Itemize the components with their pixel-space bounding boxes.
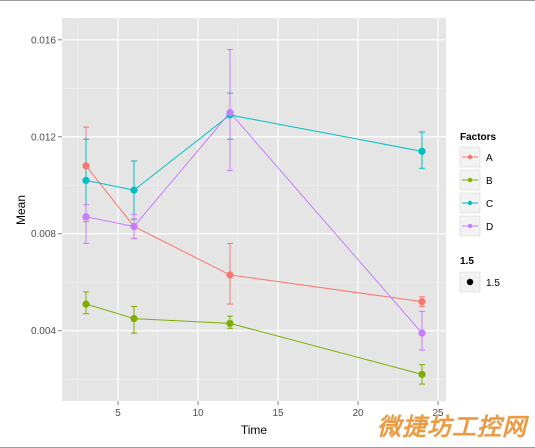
x-tick-label: 20 [352,408,364,419]
legend-label-c: C [486,199,493,210]
x-tick-label: 15 [272,408,284,419]
size-legend-title: 1.5 [460,256,474,267]
data-point-a [418,298,426,306]
x-tick-label: 5 [115,408,121,419]
y-tick-label: 0.008 [31,229,56,240]
legend-item-b: B [459,169,493,191]
error-bar-d [83,204,89,244]
data-point-d [130,222,138,231]
size-legend-label: 1.5 [486,278,500,289]
series-points [82,108,426,378]
top-border [0,0,535,1]
legend-label-b: B [486,176,493,187]
legend-label-a: A [486,153,493,164]
series-line-c [85,114,423,191]
legend-item-c: C [459,192,493,214]
y-tick-label: 0.016 [31,35,56,46]
legend-label-d: D [486,222,493,233]
legend-items: A B C D [459,146,493,237]
data-point-a [82,162,90,170]
legend-title: Factors [460,132,497,143]
grid [62,18,446,401]
legend-item-a: A [459,146,493,168]
legend-point-c [467,200,473,206]
size-legend-point [466,278,474,286]
data-point-d [82,213,90,221]
plot-panel [62,18,446,401]
series-lines [85,111,423,375]
data-point-b [226,319,234,328]
watermark: 微捷坊工控网 [377,413,527,441]
x-tick-label: 25 [432,408,444,419]
legend-point-a [467,154,473,160]
data-point-d [226,108,234,117]
x-axis-label: Time [241,423,268,437]
series-line-b [85,303,423,375]
axes: 5 10 15 20 25 0.004 0.008 0.012 0.016 [31,35,444,419]
series-line-a [85,165,423,303]
data-point-c [418,147,426,155]
legend-point-d [467,223,473,229]
data-point-c [82,176,90,185]
legend-point-b [467,177,473,183]
legend: Factors A B C D 1.5 1.5 [459,132,500,293]
data-point-b [130,314,138,323]
data-point-b [418,370,426,378]
x-tick-label: 10 [192,408,204,419]
data-point-c [130,186,138,194]
y-tick-label: 0.004 [31,326,56,337]
data-point-d [418,329,426,337]
y-axis-label: Mean [14,195,28,225]
data-point-b [82,300,90,308]
data-point-a [226,271,234,279]
y-tick-label: 0.012 [31,132,56,143]
legend-item-d: D [459,215,493,237]
series-line-d [85,111,423,334]
